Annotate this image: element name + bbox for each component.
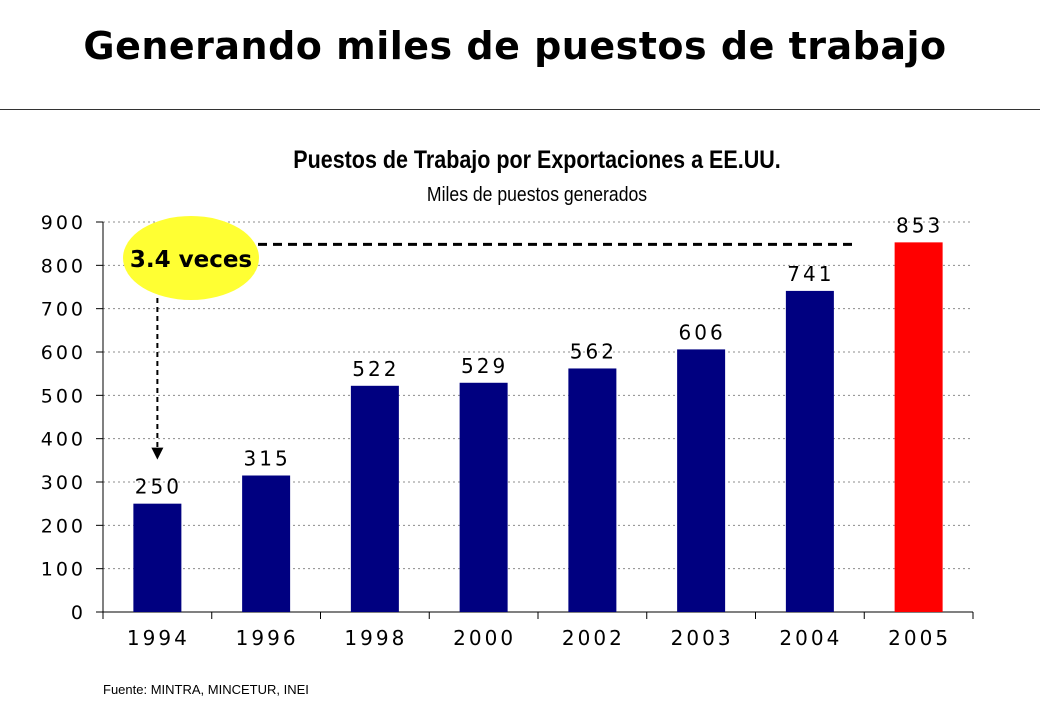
y-tick-label: 800 [41, 255, 86, 277]
data-label: 315 [244, 447, 291, 471]
bar [459, 382, 508, 612]
y-tick-label: 200 [41, 515, 86, 537]
source-note: Fuente: MINTRA, MINCETUR, INEI [103, 682, 309, 697]
x-tick-label: 2004 [779, 626, 842, 650]
y-tick-label: 700 [41, 299, 86, 321]
data-label: 250 [135, 475, 182, 499]
annotation-arrowhead [151, 447, 164, 460]
data-labels: 250 315 522 529 562 606 741 853 [135, 213, 943, 499]
bar [568, 368, 617, 612]
chart-title: Puestos de Trabajo por Exportaciones a E… [293, 146, 781, 174]
x-tick-label: 2002 [562, 626, 625, 650]
annotation-label: 3.4 veces [130, 247, 252, 273]
growth-annotation: 3.4 veces [123, 216, 857, 460]
x-tick-label: 2003 [671, 626, 734, 650]
x-tick-label: 2000 [453, 626, 516, 650]
bar [133, 503, 182, 612]
bars [133, 242, 943, 612]
title-divider [0, 109, 1040, 110]
y-tick-label: 400 [41, 429, 86, 451]
y-tick-label: 100 [41, 559, 86, 581]
x-tick-label: 1996 [236, 626, 299, 650]
bar [785, 290, 834, 612]
data-label: 522 [352, 357, 399, 381]
bar [677, 349, 726, 612]
y-tick-label: 600 [41, 342, 86, 364]
x-tick-label: 1994 [127, 626, 190, 650]
data-label: 853 [896, 213, 943, 237]
bar [894, 242, 943, 612]
y-tick-label: 900 [41, 212, 86, 234]
y-tick-label: 0 [71, 602, 86, 624]
y-tick-label: 500 [41, 385, 86, 407]
annotation-ellipse [123, 216, 259, 300]
data-label: 606 [679, 320, 726, 344]
chart-subtitle: Miles de puestos generados [426, 184, 648, 206]
data-label: 741 [787, 262, 834, 286]
data-label: 562 [570, 339, 617, 363]
bar [242, 475, 291, 612]
slide-title: Generando miles de puestos de trabajo [83, 24, 947, 68]
x-tick-label: 2005 [888, 626, 951, 650]
y-tick-label: 300 [41, 472, 86, 494]
bar [350, 385, 399, 612]
data-label: 529 [461, 354, 508, 378]
x-tick-label: 1998 [344, 626, 407, 650]
